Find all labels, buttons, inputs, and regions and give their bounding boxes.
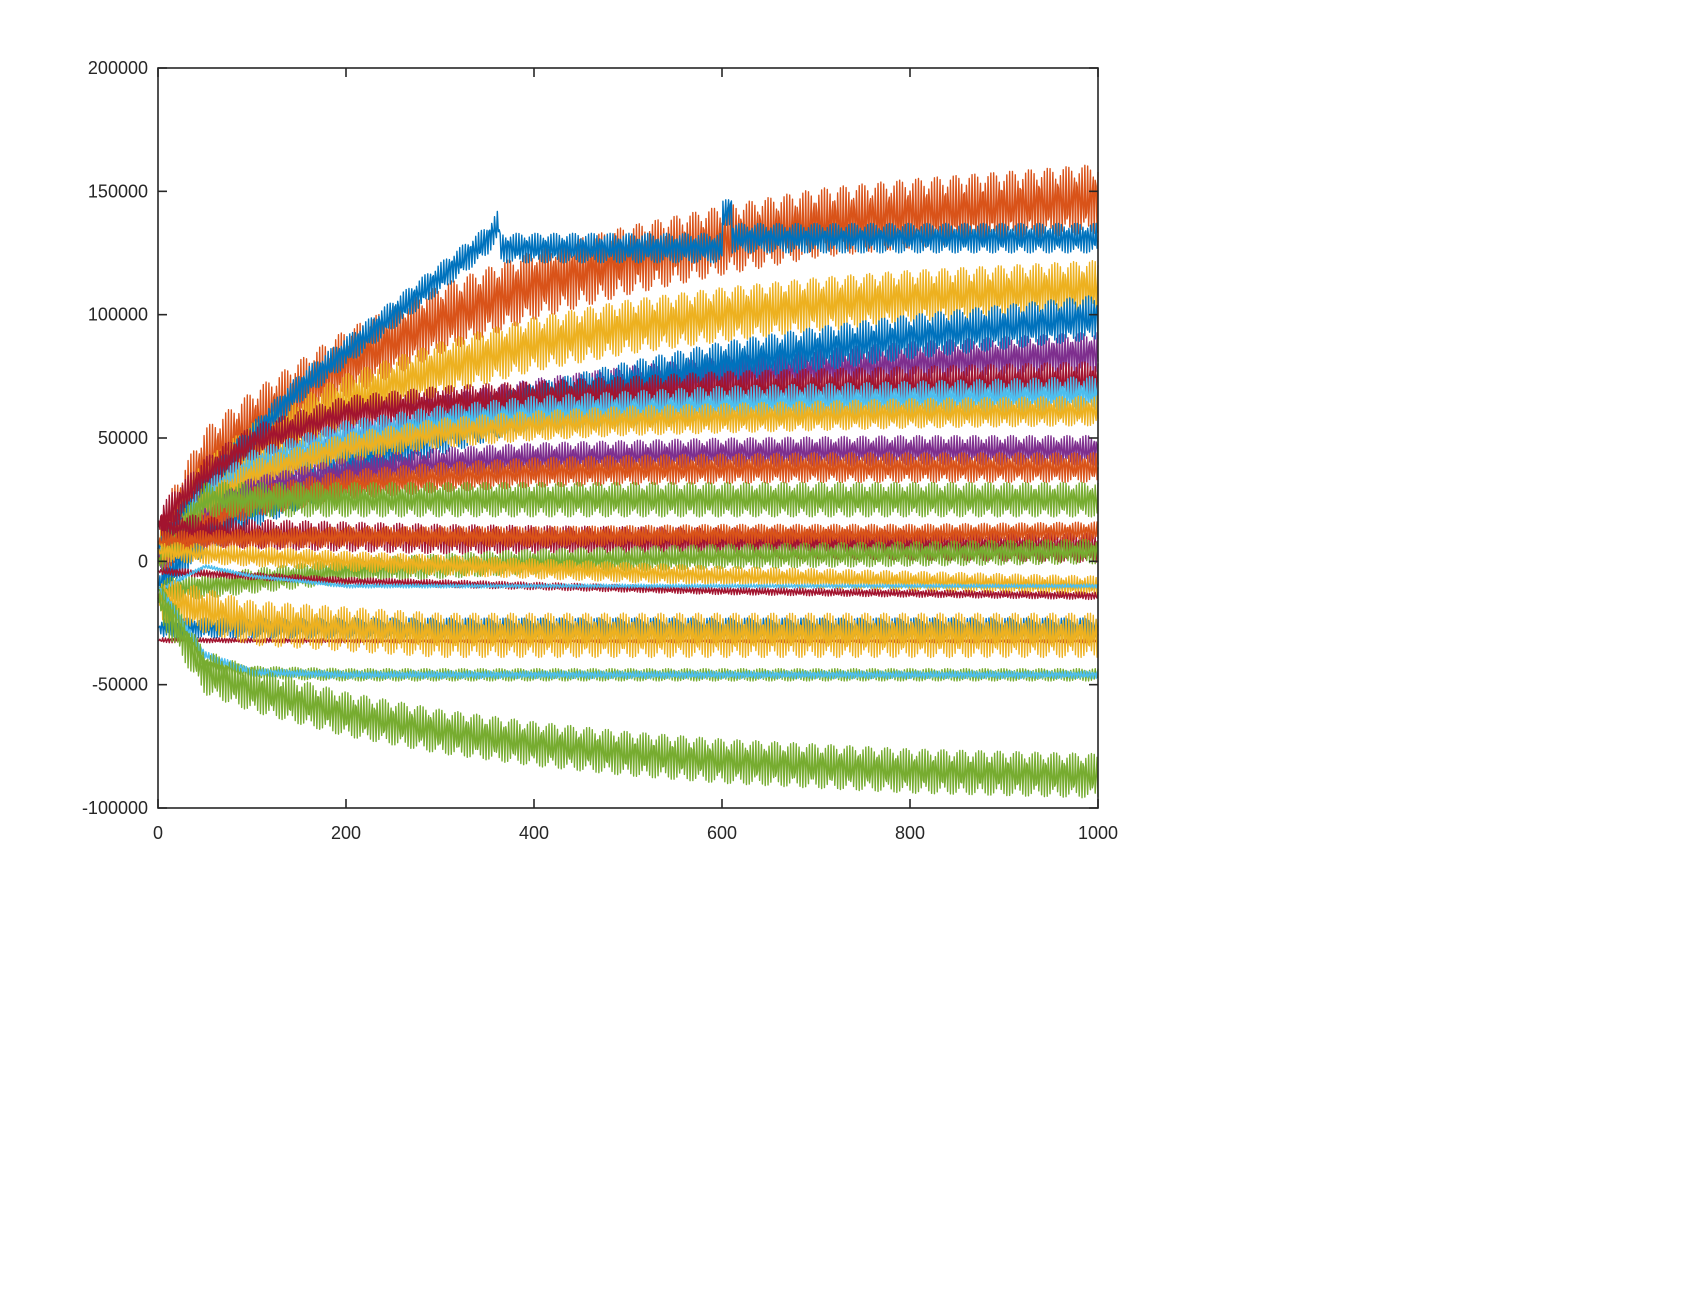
x-tick-label-600: 600 — [707, 823, 737, 843]
series-line-8 — [157, 395, 1099, 568]
x-tick-label-400: 400 — [519, 823, 549, 843]
series-line-23 — [157, 584, 1099, 799]
tick-layer: 0 200 400 600 800 1000 -100000 -50000 0 50000 1000… — [82, 58, 1118, 843]
y-tick-label--50000: -50000 — [92, 675, 148, 695]
series-line-22 — [157, 585, 1099, 680]
y-tick-label-200000: 200000 — [88, 58, 148, 78]
y-tick-label-100000: 100000 — [88, 305, 148, 325]
series-line-10 — [157, 452, 1099, 569]
series-line-5 — [157, 199, 1099, 553]
y-tick-label--100000: -100000 — [82, 798, 148, 818]
x-tick-label-200: 200 — [331, 823, 361, 843]
y-tick-label-50000: 50000 — [98, 428, 148, 448]
x-tick-label-800: 800 — [895, 823, 925, 843]
x-tick-label-1000: 1000 — [1078, 823, 1118, 843]
series-line-11 — [157, 481, 1099, 572]
y-tick-label-150000: 150000 — [88, 181, 148, 201]
series-line-20 — [157, 579, 1099, 659]
series-line-17 — [157, 564, 1099, 592]
y-tick-label-0: 0 — [138, 551, 148, 571]
x-tick-label-0: 0 — [153, 823, 163, 843]
series-line-13 — [157, 521, 1099, 552]
series-layer — [157, 164, 1099, 799]
